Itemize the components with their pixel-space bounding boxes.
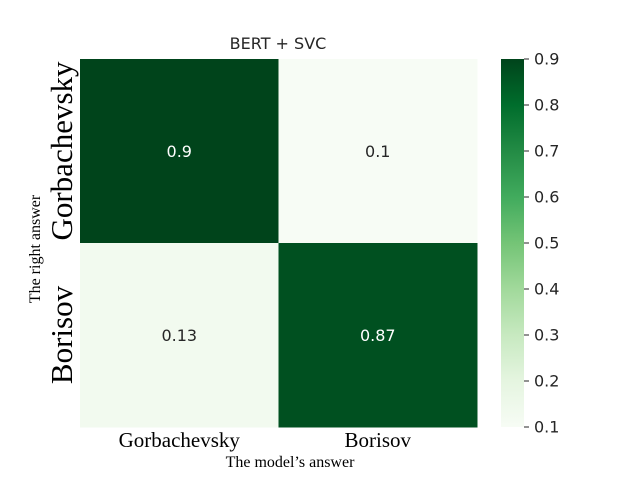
x-axis-label: The model’s answer [226,454,356,471]
heatmap-cell-labels: 0.9 0.1 0.13 0.87 [161,142,395,345]
colorbar-tick-label: 0.1 [534,418,559,437]
cell-value-label: 0.1 [365,142,390,161]
x-tick-label: Borisov [344,428,411,452]
heatmap-cell [278,59,478,244]
heatmap-cell [278,243,478,428]
colorbar-ticks: 0.1 0.2 0.3 0.4 0.5 0.6 0.7 0.8 0.9 [524,50,559,437]
colorbar-tick-label: 0.7 [534,142,559,161]
colorbar-tick-label: 0.4 [534,280,559,299]
x-tick-labels: Gorbachevsky Borisov [119,428,412,452]
colorbar-tick-label: 0.8 [534,96,559,115]
heatmap-cells [80,59,478,428]
colorbar-tick-label: 0.3 [534,326,559,345]
cell-value-label: 0.87 [360,326,396,345]
y-axis-label: The right answer [27,194,44,303]
x-tick-label: Gorbachevsky [119,428,241,452]
colorbar-tick-label: 0.2 [534,372,559,391]
chart-title: BERT + SVC [230,34,327,53]
cell-value-label: 0.13 [161,326,197,345]
colorbar [501,59,524,427]
heatmap-cell [80,59,279,244]
y-tick-label: Gorbachevsky [44,61,79,241]
colorbar-tick-label: 0.5 [534,234,559,253]
colorbar-tick-label: 0.6 [534,188,559,207]
colorbar-tick-label: 0.9 [534,50,559,69]
y-tick-label: Borisov [44,285,79,384]
y-tick-labels: Gorbachevsky Borisov [44,61,79,384]
heatmap-cell [80,243,279,428]
cell-value-label: 0.9 [167,142,192,161]
